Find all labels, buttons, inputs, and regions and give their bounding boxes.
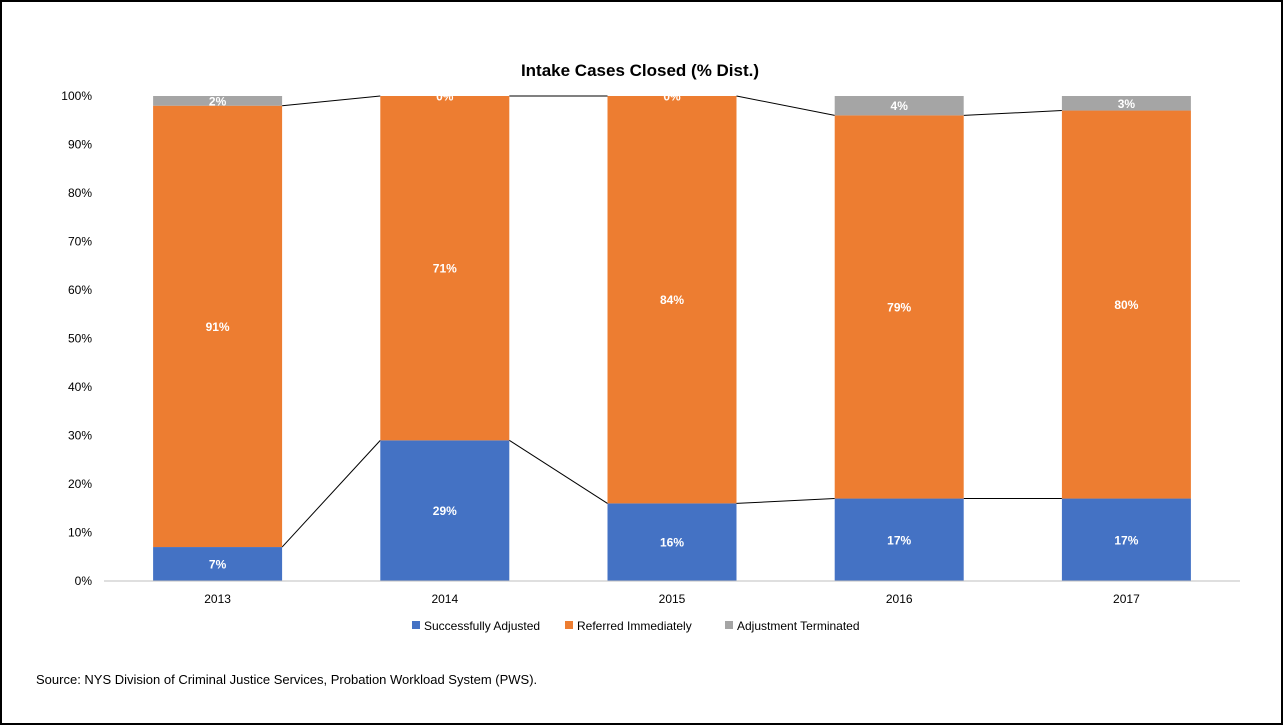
legend-label: Adjustment Terminated: [737, 619, 860, 633]
series-line: [282, 95, 381, 107]
data-label: 4%: [891, 99, 909, 113]
x-tick-label: 2016: [886, 592, 913, 606]
data-label: 29%: [433, 504, 457, 518]
data-label: 7%: [209, 558, 227, 572]
bar-segment: [380, 96, 510, 441]
bar-segment: [607, 503, 737, 581]
bar-segment: [834, 96, 964, 116]
y-tick-label: 40%: [68, 380, 92, 394]
bar-segment: [834, 498, 964, 581]
legend-label: Successfully Adjusted: [424, 619, 540, 633]
data-label: 3%: [1118, 97, 1136, 111]
series-line: [281, 440, 381, 548]
series-line: [963, 110, 1062, 116]
bar-segment: [1061, 498, 1191, 581]
bar-segment: [1061, 96, 1191, 111]
x-tick-label: 2013: [204, 592, 231, 606]
bar-segment: [380, 440, 510, 581]
data-label: 79%: [887, 300, 911, 314]
bar-segment: [153, 547, 283, 581]
series-line: [509, 439, 608, 504]
series-line: [736, 498, 835, 504]
legend: Successfully Adjusted Referred Immediatel…: [412, 619, 860, 633]
data-label: 16%: [660, 536, 684, 550]
data-label: 0%: [436, 90, 454, 104]
legend-label: Referred Immediately: [577, 619, 692, 633]
data-label: 17%: [1114, 533, 1138, 547]
bars: [153, 96, 1191, 581]
data-label: 17%: [887, 533, 911, 547]
data-label: 2%: [209, 94, 227, 108]
data-label: 84%: [660, 293, 684, 307]
y-tick-label: 90%: [68, 138, 92, 152]
bar-segment: [1061, 110, 1191, 499]
y-axis: 0% 10% 20% 30% 40% 50% 60% 70% 80% 90% 100%: [61, 89, 92, 588]
y-tick-label: 30%: [68, 429, 92, 443]
legend-swatch: [565, 621, 573, 629]
bar-segment: [153, 96, 283, 106]
data-label: 91%: [206, 320, 230, 334]
series-line: [736, 95, 835, 116]
chart-title: Intake Cases Closed (% Dist.): [521, 61, 759, 80]
data-label: 80%: [1114, 298, 1138, 312]
bar-segment: [153, 105, 283, 548]
y-tick-label: 70%: [68, 235, 92, 249]
data-label: 71%: [433, 262, 457, 276]
x-tick-label: 2015: [659, 592, 686, 606]
y-tick-label: 60%: [68, 283, 92, 297]
bar-segment: [607, 96, 737, 504]
legend-swatch: [412, 621, 420, 629]
y-tick-label: 10%: [68, 526, 92, 540]
y-tick-label: 80%: [68, 186, 92, 200]
y-tick-label: 50%: [68, 332, 92, 346]
series-lines: [281, 95, 1062, 548]
y-tick-label: 20%: [68, 477, 92, 491]
legend-swatch: [725, 621, 733, 629]
y-tick-label: 0%: [75, 574, 93, 588]
x-tick-label: 2017: [1113, 592, 1140, 606]
data-label: 0%: [663, 90, 681, 104]
x-tick-label: 2014: [431, 592, 458, 606]
bar-segment: [834, 115, 964, 499]
y-tick-label: 100%: [61, 89, 92, 103]
x-axis: 2013 2014 2015 2016 2017: [204, 592, 1140, 606]
source-note: Source: NYS Division of Criminal Justice…: [36, 672, 538, 687]
data-labels: 7% 91% 2% 29% 71% 0% 16% 84% 0% 17% 79% 4% 17% 80% 3%: [206, 90, 1139, 572]
